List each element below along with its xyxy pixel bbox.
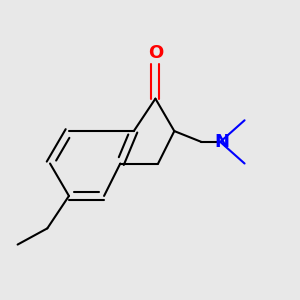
Text: O: O	[148, 44, 163, 62]
Text: N: N	[214, 133, 229, 151]
